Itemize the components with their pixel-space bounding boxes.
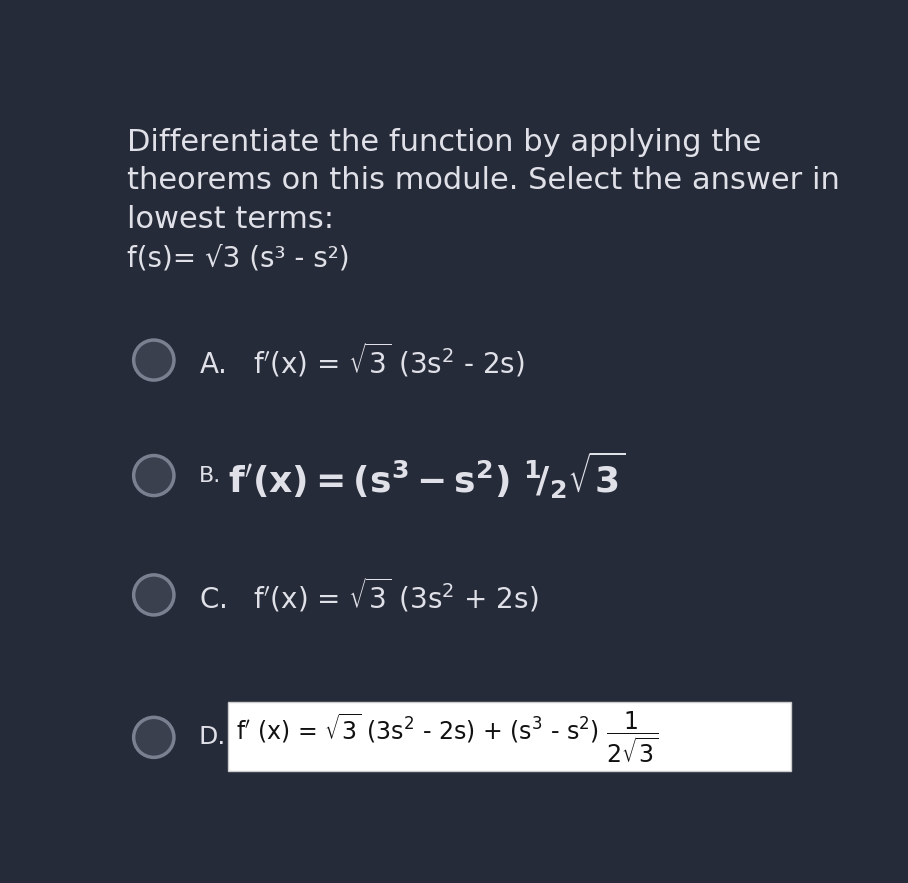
Text: Differentiate the function by applying the: Differentiate the function by applying t… — [127, 127, 762, 156]
Text: C.   f$'$(x) = $\sqrt{3}$ (3s$^2$ + 2s): C. f$'$(x) = $\sqrt{3}$ (3s$^2$ + 2s) — [199, 576, 538, 615]
Circle shape — [133, 340, 174, 380]
Circle shape — [139, 345, 169, 374]
Text: lowest terms:: lowest terms: — [127, 205, 334, 233]
Circle shape — [139, 580, 169, 609]
Text: $\mathbf{f'(x) = (s^3 - s^2)\ ^1\!/_{2}\sqrt{3}}$: $\mathbf{f'(x) = (s^3 - s^2)\ ^1\!/_{2}\… — [228, 450, 626, 502]
Circle shape — [139, 722, 169, 752]
Text: theorems on this module. Select the answer in: theorems on this module. Select the answ… — [127, 166, 840, 195]
FancyBboxPatch shape — [228, 702, 791, 771]
Text: f$'$ (x) = $\sqrt{3}$ (3s$^2$ - 2s) + (s$^3$ - s$^2$) $\dfrac{1}{2\sqrt{3}}$: f$'$ (x) = $\sqrt{3}$ (3s$^2$ - 2s) + (s… — [236, 709, 658, 766]
Text: f(s)= √3 (s³ - s²): f(s)= √3 (s³ - s²) — [127, 245, 350, 273]
Circle shape — [139, 461, 169, 490]
Circle shape — [133, 456, 174, 495]
Circle shape — [133, 717, 174, 758]
Text: B.: B. — [199, 465, 221, 486]
Text: D.: D. — [199, 725, 226, 750]
Text: A.   f$'$(x) = $\sqrt{3}$ (3s$^2$ - 2s): A. f$'$(x) = $\sqrt{3}$ (3s$^2$ - 2s) — [199, 341, 525, 380]
Circle shape — [133, 575, 174, 615]
